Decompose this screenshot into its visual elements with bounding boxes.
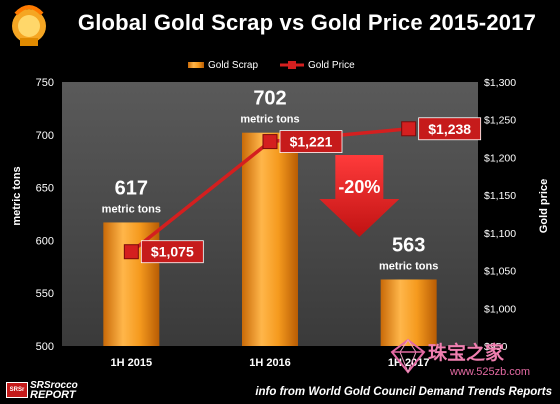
bar-value-label: 563 [392, 234, 425, 256]
bar-unit-label: metric tons [379, 260, 438, 272]
y-tick-label: 500 [36, 341, 54, 353]
brand-name-line2: REPORT [30, 389, 76, 401]
legend-label-line: Gold Price [308, 60, 355, 71]
watermark-url: www.525zb.com [450, 366, 531, 378]
price-label-box [140, 240, 204, 264]
decrease-arrow-icon [319, 155, 400, 237]
y2-tick-label: $1,250 [484, 115, 516, 127]
source-note: info from World Gold Council Demand Tren… [255, 386, 552, 398]
y-tick-label: 550 [36, 288, 54, 300]
bar [242, 132, 298, 346]
price-marker [262, 134, 278, 150]
y2-tick-label: $1,000 [484, 303, 516, 315]
y2-tick-label: $1,100 [484, 228, 516, 240]
y-tick-label: 650 [36, 183, 54, 195]
y2-tick-label: $1,200 [484, 152, 516, 164]
y-tick-label: 700 [36, 130, 54, 142]
bar-unit-label: metric tons [240, 114, 299, 126]
annotation-label: -20% [338, 177, 380, 197]
x-tick-label: 1H 2015 [111, 357, 153, 369]
legend-swatch-marker [288, 61, 296, 69]
chart-title: Global Gold Scrap vs Gold Price 2015-201… [77, 10, 537, 35]
y2-tick-label: $1,150 [484, 190, 516, 202]
bar-value-label: 702 [253, 88, 286, 110]
bar-unit-label: metric tons [102, 203, 161, 215]
price-label-box [418, 117, 482, 141]
price-value-label: $1,075 [151, 244, 194, 260]
price-marker [401, 121, 417, 137]
brand-badge: SRSr [6, 382, 28, 398]
price-marker [123, 244, 139, 260]
brand-name-line1: SRSrocco [30, 380, 78, 391]
price-value-label: $1,221 [290, 134, 333, 150]
legend-swatch-bar [188, 62, 204, 68]
price-label-box [279, 130, 343, 153]
y-axis-title: metric tons [11, 166, 23, 225]
y-tick-label: 750 [36, 77, 54, 89]
y2-tick-label: $1,050 [484, 266, 516, 278]
price-value-label: $1,238 [428, 121, 471, 137]
gold-logo-icon [12, 5, 46, 46]
legend-label-bar: Gold Scrap [208, 60, 258, 71]
bar-value-label: 617 [115, 177, 148, 199]
y-tick-label: 600 [36, 235, 54, 247]
x-tick-label: 1H 2016 [249, 357, 291, 369]
watermark-text: 珠宝之家 [428, 343, 505, 364]
watermark: 珠宝之家 www.525zb.com [390, 338, 560, 398]
y2-tick-label: $1,300 [484, 77, 516, 89]
diamond-icon [390, 338, 426, 374]
bar [380, 279, 437, 346]
y2-axis-title: Gold price [538, 179, 550, 233]
legend: Gold Scrap Gold Price [188, 60, 355, 71]
y2-tick-label: $950 [484, 341, 508, 353]
